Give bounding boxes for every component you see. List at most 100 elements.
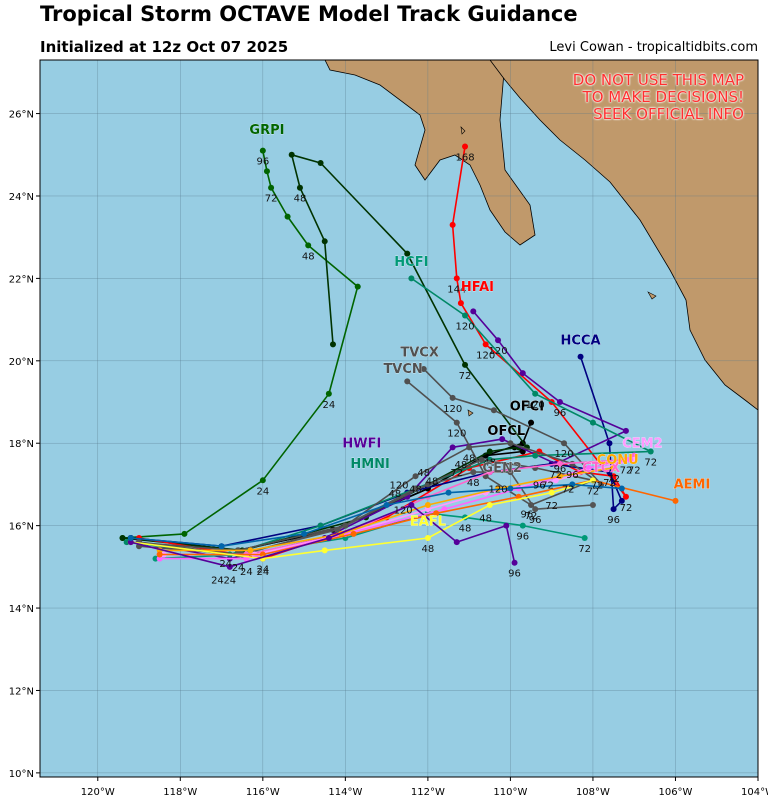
track-point [296,184,303,191]
init-time: Initialized at 12z Oct 07 2025 [40,38,289,56]
track-point [156,551,163,558]
forecast-hour-label: 24 [240,567,253,578]
track-point [383,502,390,509]
track-point [424,506,431,513]
track-point [672,497,679,504]
forecast-hour-label: 72 [607,474,620,485]
forecast-hour-label: 120 [394,505,413,516]
track-point [631,452,638,459]
forecast-hour-label: 24 [219,559,232,570]
forecast-hour-label: 72 [620,503,633,514]
map-title: Tropical Storm OCTAVE Model Track Guidan… [40,2,578,26]
track-point [462,143,469,150]
forecast-hour-label: 96 [529,515,542,526]
track-point [528,419,535,426]
track-grpi [122,150,359,539]
track-point [647,448,654,455]
forecast-hour-label: 48 [417,468,430,479]
track-point [127,539,134,546]
lon-tick-label: 110°W [493,787,527,798]
track-point [556,473,563,480]
forecast-hour-label: 96 [533,481,546,492]
model-label: GRPI [249,123,284,138]
model-label: TVCX [400,346,439,361]
track-point [263,168,270,175]
track-point [247,547,254,554]
track-point [152,555,159,562]
warning-line: SEEK OFFICIAL INFO [593,105,744,123]
axis-ticks: 10°N 12°N 14°N 16°N 18°N 20°N 22°N 24°N 26°N 120°… [9,110,768,798]
lon-tick-label: 104°W [741,787,768,798]
track-point [259,477,266,484]
forecast-hour-label: 48 [294,194,307,205]
track-point [127,535,134,541]
forecast-hour-label: 72 [562,485,575,496]
forecast-hour-label: 24 [256,486,269,497]
forecast-hour-label: 72 [545,501,558,512]
forecast-hour-label: 24 [211,575,224,586]
track-point [610,464,617,471]
forecast-hour-label: 72 [603,478,616,489]
track-point [408,502,415,509]
lat-tick-label: 12°N [9,686,34,697]
forecast-hour-label: 144 [447,284,466,295]
forecast-hour-label: 96 [256,157,269,168]
forecast-hour-label: 48 [479,514,492,525]
track-point [453,419,460,426]
forecast-hour-label: 120 [476,350,495,361]
track-point [354,283,361,290]
forecast-hour-label: 72 [450,468,463,479]
track-point [503,522,510,529]
forecast-hour-label: 48 [483,457,496,468]
track-point [449,394,456,401]
track-point [329,341,336,348]
lat-tick-label: 26°N [9,110,34,121]
forecast-hour-label: 48 [467,478,480,489]
forecast-hour-label: 120 [555,449,574,460]
forecast-hour-label: 96 [516,532,529,543]
forecast-hour-label: 96 [607,515,620,526]
track-point [284,213,291,220]
track-point [556,460,563,467]
forecast-hour-label: 72 [628,466,641,477]
forecast-hour-label: 96 [508,569,521,580]
track-point [486,448,493,455]
model-label: CEM2 [622,436,662,451]
forecast-hour-label: 120 [455,321,474,332]
forecast-hour-label: 72 [549,470,562,481]
warning-line: DO NOT USE THIS MAP [572,71,744,89]
map-frame [39,59,759,778]
forecast-hour-label: 72 [591,481,604,492]
track-point [618,485,625,492]
forecast-hour-label: 96 [566,470,579,481]
track-point [470,308,477,315]
forecast-hour-label: 72 [265,194,278,205]
track-point [462,361,469,368]
track-point [317,160,324,167]
track-point [462,312,469,319]
track-point [589,419,596,426]
track-icon [130,483,622,548]
track-point [305,242,312,249]
lat-tick-label: 20°N [9,357,34,368]
track-point [449,221,456,228]
forecast-hour-label: 120 [447,429,466,440]
track-point [606,469,613,476]
model-labels: 2424487296GRPIOFCIOFCL48724872120144168H… [211,123,710,586]
track-point [589,502,596,509]
track-point [404,250,411,257]
warning-line: TO MAKE DECISIONS! [582,88,744,106]
lat-tick-label: 22°N [9,274,34,285]
track-point [482,341,489,348]
track-point [548,489,555,496]
track-ctcx [159,454,635,556]
forecast-hour-label: 120 [488,485,507,496]
model-label: CONU [597,453,639,468]
lon-tick-label: 114°W [328,787,362,798]
track-point [156,555,163,562]
forecast-hour-label: 72 [587,486,600,497]
track-point [478,456,485,463]
track-point [490,407,497,414]
track-point [445,489,452,496]
